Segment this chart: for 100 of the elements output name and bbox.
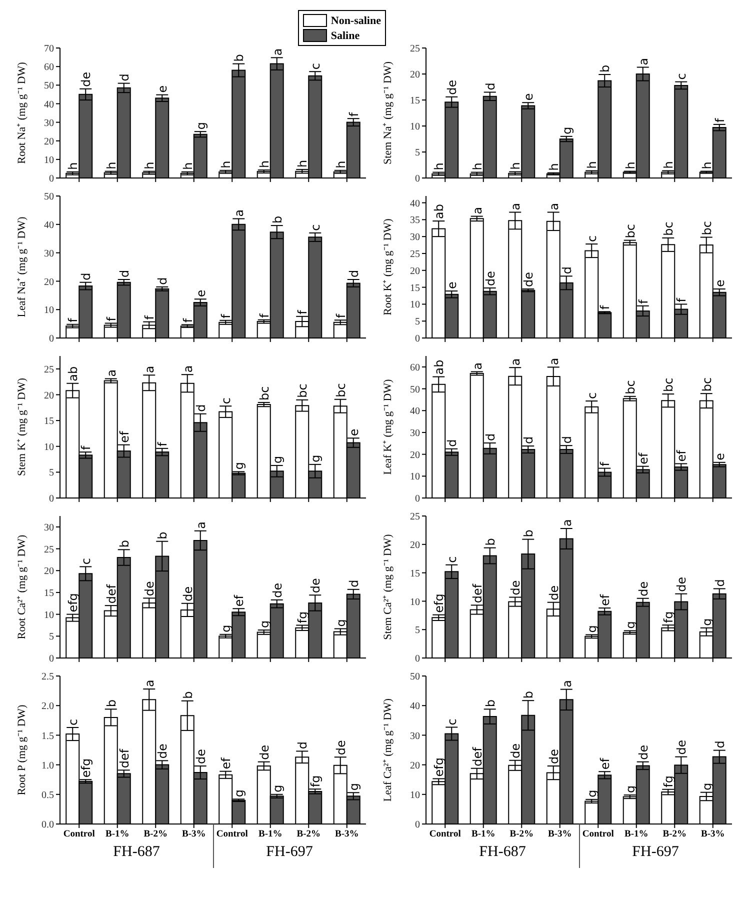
y-tick-label: 0 <box>415 820 420 831</box>
y-tick-label: 2.0 <box>42 701 54 712</box>
data-label: f <box>142 314 157 320</box>
x-tick-label: B-3% <box>548 830 572 840</box>
data-label: h <box>700 162 714 170</box>
data-label: d <box>296 742 310 750</box>
data-label: a <box>470 206 484 214</box>
y-tick-label: 5 <box>415 625 420 636</box>
data-label: a <box>180 365 195 373</box>
data-label: f <box>180 318 195 323</box>
data-label: def <box>470 583 484 604</box>
y-tick-label: 0 <box>415 654 420 665</box>
y-tick-label: 10 <box>410 596 420 608</box>
y-tick-label: 10 <box>44 305 54 316</box>
y-tick-label: 10 <box>410 790 420 801</box>
y-tick-label: 25 <box>44 364 54 376</box>
data-label: b <box>117 540 132 548</box>
x-tick-label: Control <box>63 830 96 840</box>
y-tick-label: 20 <box>410 450 420 461</box>
data-label: a <box>270 48 284 56</box>
data-label: f <box>334 313 348 318</box>
y-tick-label: 50 <box>410 384 420 396</box>
data-label: a <box>470 362 484 370</box>
y-tick-label: 25 <box>44 544 54 556</box>
y-tick-label: 10 <box>44 154 54 166</box>
data-label: b <box>232 54 246 62</box>
data-label: de <box>674 576 689 592</box>
data-label: c <box>445 556 460 563</box>
data-label: f <box>66 317 80 322</box>
x-tick-label: B-2% <box>662 830 686 840</box>
y-tick-label: 0 <box>415 174 420 185</box>
data-label: d <box>346 270 361 278</box>
y-axis-title: Stem Na⁺ (mg g⁻¹ DW) <box>382 61 394 164</box>
x-tick-label: B-1% <box>258 830 282 840</box>
data-label: h <box>585 161 600 169</box>
data-label: ef <box>232 594 246 607</box>
data-label: b <box>104 700 118 708</box>
y-tick-label: 40 <box>44 220 54 231</box>
data-label: b <box>270 216 284 224</box>
data-label: c <box>79 558 94 565</box>
data-label: ef <box>674 449 689 462</box>
data-label: f <box>219 313 234 318</box>
data-label: a <box>508 358 523 366</box>
data-label: efg <box>66 593 80 612</box>
data-label: f <box>79 445 94 450</box>
y-tick-label: 10 <box>44 442 54 453</box>
data-label: d <box>79 272 94 280</box>
data-label: f <box>712 117 727 122</box>
data-label: c <box>308 62 323 70</box>
data-label: h <box>470 162 484 170</box>
data-label: de <box>334 740 348 756</box>
y-tick-label: 0 <box>415 494 420 505</box>
data-label: h <box>623 162 638 170</box>
data-label: f <box>257 312 272 318</box>
y-tick-label: 0 <box>49 494 54 505</box>
data-label: de <box>142 581 157 596</box>
y-tick-label: 15 <box>410 568 420 580</box>
data-label: bc <box>662 222 676 236</box>
y-tick-label: 0 <box>415 334 420 345</box>
data-label: g <box>194 122 208 130</box>
data-label: c <box>308 224 323 231</box>
data-label: ef <box>636 452 650 464</box>
y-tick-label: 40 <box>410 406 420 418</box>
x-tick-label: B-3% <box>335 830 359 840</box>
x-tick-label: Control <box>582 830 614 840</box>
data-label: b <box>180 691 195 699</box>
data-label: de <box>522 272 536 287</box>
data-label: a <box>560 680 574 688</box>
data-label: de <box>508 743 523 758</box>
y-tick-label: 0.5 <box>42 790 54 801</box>
data-label: fg <box>662 776 676 788</box>
data-label: e <box>445 282 460 290</box>
y-tick-label: 30 <box>44 522 54 534</box>
y-tick-label: 0.0 <box>42 820 54 831</box>
data-label: g <box>232 790 246 798</box>
y-tick-label: 1.0 <box>42 760 54 772</box>
y-tick-label: 40 <box>44 99 54 110</box>
data-label: de <box>508 580 523 596</box>
data-label: bc <box>662 378 676 392</box>
x-tick-label: Control <box>216 830 248 840</box>
y-tick-label: 20 <box>44 136 54 148</box>
data-label: h <box>66 162 80 170</box>
y-tick-label: 2.5 <box>42 672 54 683</box>
x-tick-label: B-1% <box>624 830 648 840</box>
y-tick-label: 30 <box>410 730 420 742</box>
data-label: e <box>522 93 536 101</box>
y-tick-label: 50 <box>44 192 54 203</box>
data-label: g <box>270 456 284 464</box>
data-label: bc <box>257 386 272 400</box>
data-label: fg <box>308 775 323 788</box>
data-label: d <box>445 439 460 447</box>
data-label: d <box>194 404 208 412</box>
data-label: ef <box>598 757 612 770</box>
data-label: h <box>432 162 446 170</box>
data-label: fg <box>296 611 310 624</box>
y-tick-label: 20 <box>44 276 54 288</box>
x-tick-label: B-2% <box>296 830 320 840</box>
y-tick-label: 30 <box>44 118 54 129</box>
y-tick-label: 50 <box>410 672 420 683</box>
data-label: ab <box>432 204 446 220</box>
